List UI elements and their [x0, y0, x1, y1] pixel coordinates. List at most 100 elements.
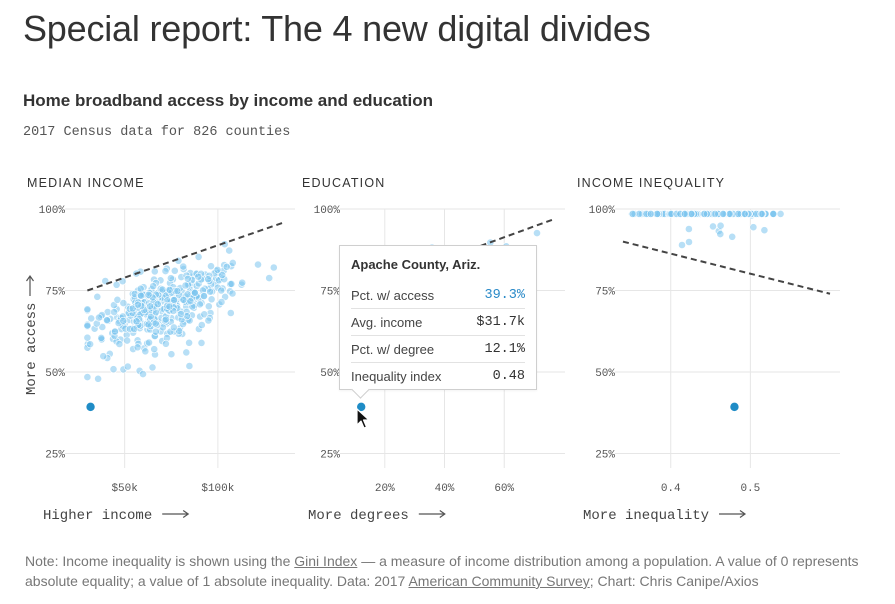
data-point — [183, 290, 192, 299]
data-point — [109, 365, 118, 374]
data-point — [269, 263, 278, 272]
right-arrow-icon — [162, 510, 190, 518]
gini-index-link[interactable]: Gini Index — [294, 553, 358, 569]
data-point — [217, 286, 226, 295]
y-axis-label: More access — [24, 303, 40, 395]
data-point — [197, 338, 206, 347]
y-tick-label: 50% — [320, 368, 340, 380]
data-point — [709, 222, 717, 231]
y-tick-label: 50% — [45, 368, 65, 380]
x-tick-label: 0.4 — [661, 483, 681, 495]
up-arrow-icon — [26, 274, 34, 296]
trend-line — [87, 221, 286, 292]
data-point — [119, 316, 128, 325]
data-point — [97, 333, 106, 342]
mouse-cursor-icon — [356, 408, 370, 429]
data-point — [153, 300, 162, 308]
data-point — [148, 363, 157, 372]
data-point — [103, 316, 111, 325]
data-point — [195, 300, 204, 309]
data-point — [161, 339, 170, 348]
data-point — [150, 345, 159, 354]
data-point — [94, 374, 102, 383]
data-point — [238, 278, 247, 287]
data-point — [139, 370, 147, 378]
data-point — [213, 265, 222, 274]
county-tooltip: Apache County, Ariz. Pct. w/ access 39.3… — [339, 245, 537, 390]
chart-subheading: 2017 Census data for 826 counties — [23, 125, 291, 140]
data-point — [144, 320, 153, 329]
data-point — [628, 209, 637, 218]
y-tick-label: 100% — [314, 205, 341, 217]
data-point — [681, 209, 689, 218]
data-point — [123, 336, 131, 345]
data-point — [86, 340, 94, 349]
data-point — [687, 209, 696, 218]
data-point — [653, 209, 662, 218]
data-point — [133, 343, 142, 352]
data-point — [711, 209, 719, 218]
data-point — [678, 241, 686, 249]
footnote-text-3: ; Chart: Chris Canipe/Axios — [589, 573, 759, 589]
data-point — [218, 271, 227, 279]
data-point — [726, 209, 734, 218]
tooltip-row-degree: Pct. w/ degree 12.1% — [351, 336, 525, 363]
tooltip-label-inequality: Inequality index — [351, 368, 442, 384]
data-point — [199, 292, 208, 300]
data-point — [95, 313, 103, 322]
panel-title: INCOME INEQUALITY — [577, 176, 725, 190]
tooltip-value-inequality: 0.48 — [492, 368, 525, 384]
data-point — [113, 295, 122, 304]
data-point — [93, 292, 102, 301]
x-tick-label: 20% — [375, 483, 395, 495]
data-point — [183, 274, 192, 283]
x-axis-label: More degrees — [308, 508, 409, 524]
data-point — [719, 209, 727, 218]
data-point — [158, 285, 167, 294]
data-point — [207, 262, 215, 271]
highlighted-point — [730, 402, 739, 412]
acs-link[interactable]: American Community Survey — [408, 573, 590, 589]
data-point — [170, 296, 179, 304]
data-point — [776, 209, 785, 218]
data-point — [728, 232, 737, 241]
data-point — [182, 348, 191, 357]
y-tick-label: 50% — [595, 368, 615, 380]
data-point — [685, 238, 693, 246]
data-point — [265, 274, 274, 282]
data-point — [169, 323, 178, 332]
data-point — [165, 302, 174, 311]
data-point — [197, 321, 206, 329]
data-point — [83, 321, 92, 330]
x-tick-label: $50k — [111, 483, 138, 495]
y-tick-label: 100% — [39, 205, 66, 217]
footnote-text-2: — a measure of income distribution among… — [25, 553, 859, 589]
data-point — [166, 274, 175, 283]
data-point — [170, 266, 179, 275]
data-point — [225, 246, 234, 255]
y-tick-label: 25% — [595, 449, 615, 461]
y-tick-label: 100% — [589, 205, 616, 217]
tooltip-label-degree: Pct. w/ degree — [351, 341, 435, 357]
x-axis-label: Higher income — [43, 508, 152, 524]
tooltip-row-income: Avg. income $31.7k — [351, 309, 525, 336]
data-point — [190, 288, 199, 297]
data-point — [749, 223, 758, 232]
data-point — [204, 302, 213, 311]
data-point — [685, 225, 693, 233]
data-point — [217, 298, 226, 306]
footnote-text-1: Note: Income inequality is shown using t… — [25, 553, 295, 569]
highlighted-point — [86, 402, 95, 412]
data-point — [173, 287, 182, 295]
data-point — [136, 284, 145, 293]
panel-title: MEDIAN INCOME — [27, 176, 145, 190]
data-point — [123, 362, 132, 371]
data-point — [145, 338, 153, 347]
data-point — [151, 319, 160, 328]
x-tick-label: $100k — [201, 483, 234, 495]
data-point — [185, 338, 193, 347]
data-point — [137, 291, 145, 300]
data-point — [740, 209, 749, 218]
data-point — [177, 310, 185, 318]
data-point — [254, 260, 262, 269]
